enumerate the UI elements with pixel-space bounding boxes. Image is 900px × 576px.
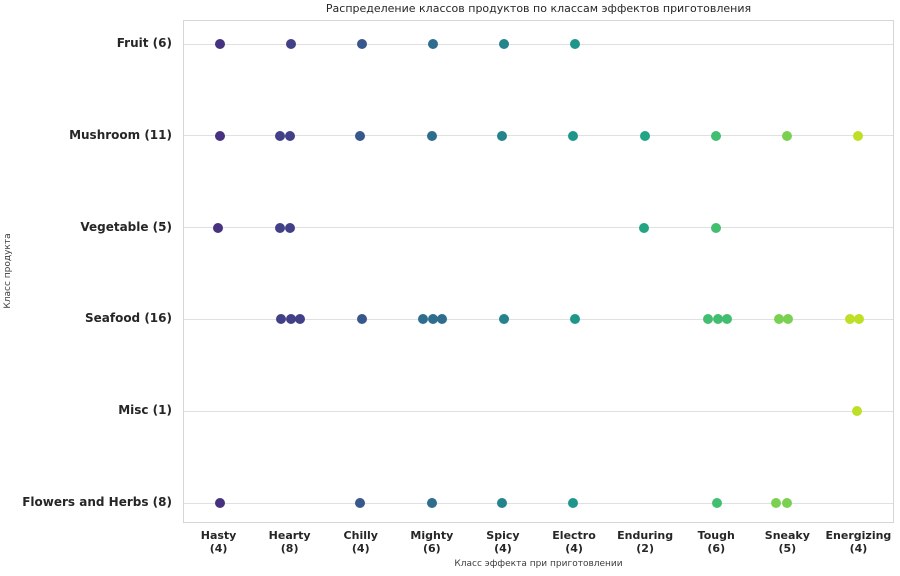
data-point — [568, 498, 579, 508]
data-point — [711, 222, 722, 233]
data-point — [703, 314, 714, 325]
data-point — [639, 222, 650, 233]
gridline — [184, 502, 893, 504]
data-point — [496, 498, 507, 508]
x-tick-label: Mighty (6) — [392, 529, 472, 555]
data-point — [274, 130, 285, 141]
gridline — [184, 410, 893, 412]
x-tick-name: Hasty — [200, 529, 237, 542]
data-point — [274, 222, 285, 233]
x-tick-count: (4) — [565, 542, 583, 555]
data-point — [774, 314, 785, 325]
data-point — [570, 314, 581, 325]
data-point — [771, 498, 782, 508]
x-tick-name: Mighty — [410, 529, 454, 542]
x-tick-label: Hearty (8) — [250, 529, 330, 555]
data-point — [426, 498, 437, 508]
x-tick-count: (5) — [778, 542, 797, 555]
data-point — [498, 39, 509, 49]
x-tick-count: (6) — [707, 542, 726, 555]
data-point — [712, 498, 723, 508]
gridline — [184, 227, 893, 229]
x-tick-count: (2) — [636, 542, 654, 555]
data-point — [854, 314, 865, 325]
data-point — [356, 314, 367, 325]
data-point — [427, 314, 438, 325]
data-point — [284, 222, 295, 233]
data-point — [711, 130, 722, 141]
x-tick-label: Chilly (4) — [321, 529, 401, 555]
x-tick-name: Hearty — [268, 529, 311, 542]
x-tick-count: (4) — [849, 542, 868, 555]
data-point — [436, 314, 447, 325]
x-tick-count: (4) — [209, 542, 228, 555]
y-axis-title: Класс продукта — [3, 233, 13, 309]
data-point — [496, 130, 507, 141]
data-point — [285, 39, 296, 49]
x-tick-label: Tough (6) — [676, 529, 756, 555]
chart-title: Распределение классов продуктов по класс… — [325, 2, 752, 15]
data-point — [713, 314, 724, 325]
x-tick-label: Sneaky (5) — [747, 529, 827, 555]
data-point — [426, 130, 437, 141]
data-point — [356, 39, 367, 49]
data-point — [214, 39, 225, 49]
x-tick-name: Spicy — [486, 529, 520, 542]
x-tick-label: Spicy (4) — [463, 529, 543, 555]
y-tick-label: Vegetable (5) — [80, 219, 172, 234]
data-point — [214, 130, 225, 141]
data-point — [214, 498, 225, 508]
data-point — [285, 314, 296, 325]
data-point — [498, 314, 509, 325]
x-tick-count: (6) — [422, 542, 441, 555]
x-tick-label: Electro (4) — [534, 529, 614, 555]
x-tick-name: Energizing — [825, 529, 892, 542]
data-point — [782, 498, 793, 508]
x-tick-name: Tough — [697, 529, 735, 542]
data-point — [275, 314, 286, 325]
data-point — [417, 314, 428, 325]
data-point — [852, 406, 863, 417]
x-tick-count: (4) — [351, 542, 370, 555]
data-point — [853, 130, 864, 141]
data-point — [354, 130, 365, 141]
gridline — [184, 135, 893, 137]
y-tick-label: Mushroom (11) — [69, 127, 172, 142]
x-tick-label: Enduring (2) — [605, 529, 685, 555]
gridline — [184, 318, 893, 320]
data-point — [845, 314, 856, 325]
data-point — [722, 314, 733, 325]
data-point — [782, 130, 793, 141]
x-tick-label: Energizing (4) — [818, 529, 898, 555]
data-point — [570, 39, 581, 49]
gridline — [184, 43, 893, 45]
data-point — [284, 130, 295, 141]
data-point — [427, 39, 438, 49]
plot-area — [183, 20, 894, 523]
data-point — [354, 498, 365, 508]
data-point — [568, 130, 579, 141]
x-tick-name: Electro — [552, 529, 596, 542]
x-tick-label: Hasty (4) — [179, 529, 259, 555]
y-tick-label: Misc (1) — [118, 403, 172, 418]
y-tick-label: Flowers and Herbs (8) — [22, 495, 172, 509]
y-tick-label: Fruit (6) — [116, 36, 172, 50]
data-point — [294, 314, 305, 325]
data-point — [783, 314, 794, 325]
data-point — [212, 222, 223, 233]
x-tick-name: Enduring — [617, 529, 674, 542]
y-tick-label: Seafood (16) — [84, 311, 172, 326]
x-tick-name: Chilly — [343, 529, 378, 542]
x-axis-title: Класс эффекта при приготовлении — [454, 559, 623, 569]
x-tick-count: (4) — [494, 542, 512, 555]
x-tick-name: Sneaky — [764, 529, 810, 542]
data-point — [640, 130, 651, 141]
x-tick-count: (8) — [280, 542, 299, 555]
